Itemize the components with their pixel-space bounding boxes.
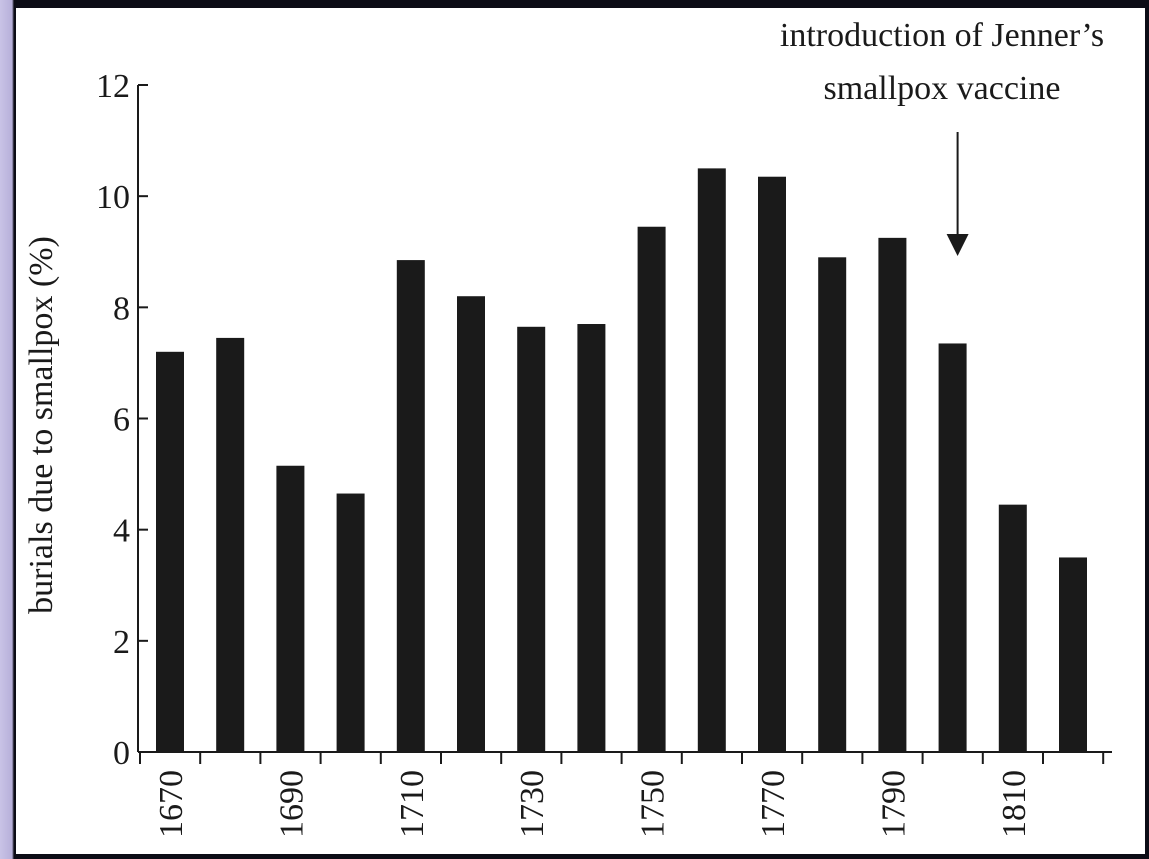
- bar-1800: [938, 343, 967, 752]
- x-tick-label-1750: 1750: [635, 770, 672, 838]
- annotation-line-1: introduction of Jenner’s: [780, 17, 1104, 54]
- annotation-group: introduction of Jenner’s smallpox vaccin…: [780, 17, 1104, 256]
- y-tick-label-4: 4: [113, 513, 130, 550]
- bar-1690: [276, 465, 305, 752]
- bar-1680: [216, 337, 245, 752]
- x-tick-label-1790: 1790: [875, 770, 912, 838]
- annotation-line-2: smallpox vaccine: [824, 70, 1061, 107]
- bar-1730: [517, 326, 546, 752]
- x-tick-label-1690: 1690: [273, 770, 310, 838]
- x-tick-label-1670: 1670: [153, 770, 190, 838]
- bar-1790: [878, 237, 907, 752]
- y-tick-label-6: 6: [113, 402, 130, 439]
- y-tick-label-10: 10: [96, 179, 130, 216]
- annotation-arrow-head: [946, 234, 969, 256]
- bar-1820: [1059, 557, 1087, 752]
- x-tick-label-1710: 1710: [394, 770, 431, 838]
- x-tick-label-1770: 1770: [755, 770, 792, 838]
- bars-group: [156, 168, 1087, 753]
- y-axis-label: burials due to smallpox (%): [23, 236, 60, 614]
- x-tick-label-1810: 1810: [996, 770, 1033, 838]
- y-tick-label-12: 12: [96, 68, 130, 105]
- bar-1780: [818, 257, 847, 752]
- bar-1750: [637, 226, 666, 753]
- bar-1720: [457, 296, 485, 752]
- y-tick-label-8: 8: [113, 290, 130, 327]
- bar-1740: [577, 324, 606, 752]
- y-tick-label-0: 0: [113, 735, 130, 772]
- bar-1770: [758, 176, 786, 752]
- axes-group: 0 2 4 6 8 10 12 1670 1690 1710 1730 1750 1770 1790 181…: [96, 68, 1112, 838]
- bar-1700: [336, 493, 365, 752]
- x-tick-label-1730: 1730: [514, 770, 551, 838]
- y-tick-label-2: 2: [113, 624, 130, 661]
- bar-1760: [697, 168, 726, 752]
- bar-1810: [998, 504, 1027, 752]
- bar-1710: [396, 260, 425, 752]
- bar-1670: [156, 351, 184, 752]
